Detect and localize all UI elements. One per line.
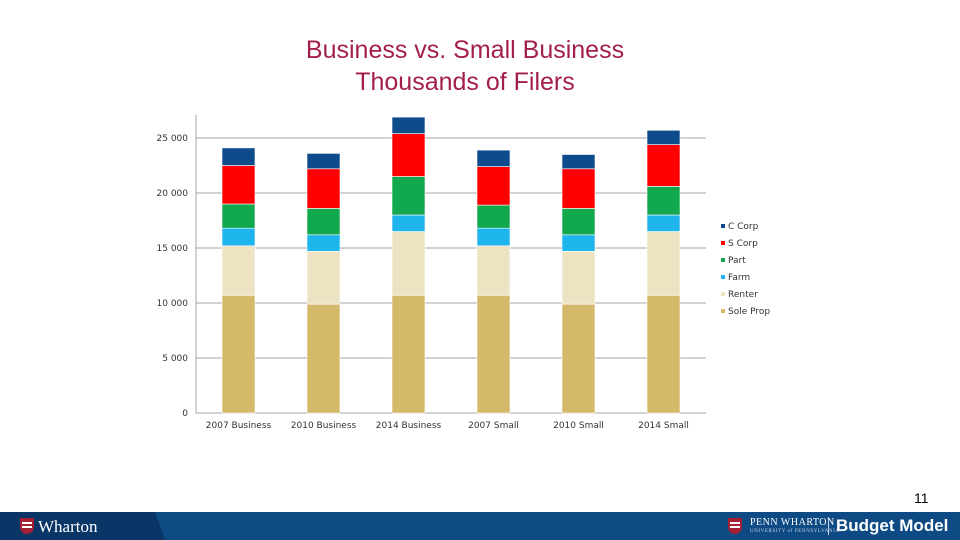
bar-segment [561,208,596,236]
legend-swatch [721,241,725,245]
bar-segment [221,227,256,247]
bar-segment [306,303,341,414]
legend-label: C Corp [728,222,759,232]
bar-segment [561,154,596,170]
footer-bar: Wharton PENN WHARTON UNIVERSITY of PENNS… [0,512,960,540]
bar-segment [221,147,256,166]
legend-label: Part [728,256,746,266]
chart-title: Business vs. Small Business [305,36,625,64]
bar-segment [306,251,341,305]
footer-divider [828,517,829,535]
bar-segment [306,234,341,252]
bar-segment [221,165,256,205]
bar-segment [306,208,341,236]
bar-segment [646,144,681,187]
x-tick-label: 2014 Small [638,421,689,431]
x-tick-label: 2007 Business [206,421,272,431]
legend-swatch [721,275,725,279]
legend-swatch [721,224,725,228]
bar-segment [391,133,426,177]
bar-segment [391,176,426,216]
wharton-logo: Wharton [38,517,98,536]
bar-segment [476,166,511,206]
legend-swatch [721,258,725,262]
bar-segment [561,303,596,414]
legend-label: Renter [728,290,758,300]
y-tick-label: 5 000 [162,354,188,364]
legend-swatch [721,309,725,313]
bar-segment [646,130,681,145]
bar-segment [646,186,681,216]
penn-wharton-logo: PENN WHARTON [750,517,835,528]
bar-segment [391,231,426,296]
y-tick-label: 25 000 [157,134,189,144]
page-number: 11 [914,490,929,506]
bar-segment [306,153,341,170]
bar-segment [221,203,256,229]
bar-segment [476,294,511,414]
y-tick-label: 15 000 [157,244,189,254]
bar-segment [561,251,596,305]
bar-segment [476,245,511,296]
y-tick-label: 0 [182,409,188,419]
x-tick-label: 2010 Business [291,421,357,431]
bar-segment [476,204,511,229]
bar-segment [476,149,511,167]
bar-segment [221,245,256,296]
university-label: UNIVERSITY of PENNSYLVANIA [750,529,840,534]
y-tick-label: 10 000 [157,299,189,309]
legend-label: Farm [728,273,750,283]
bar-segment [646,231,681,296]
budget-model-logo: Budget Model [836,516,949,535]
bar-segment [561,168,596,209]
x-tick-label: 2007 Small [468,421,519,431]
bar-segment [476,227,511,247]
y-tick-label: 20 000 [157,189,189,199]
bar-segment [306,168,341,209]
bar-segment [646,294,681,414]
bar-segment [561,234,596,252]
x-tick-label: 2014 Business [376,421,442,431]
penn-shield-icon [20,518,34,534]
penn-shield-icon-right [728,518,742,534]
bar-segment [221,294,256,414]
bar-segment [391,116,426,134]
bar-segment [391,214,426,232]
legend-label: Sole Prop [728,307,770,317]
legend-swatch [721,292,725,296]
chart-subtitle: Thousands of Filers [355,68,575,96]
bar-segment [646,214,681,232]
x-tick-label: 2010 Small [553,421,604,431]
bar-segment [391,294,426,414]
legend-label: S Corp [728,239,758,249]
